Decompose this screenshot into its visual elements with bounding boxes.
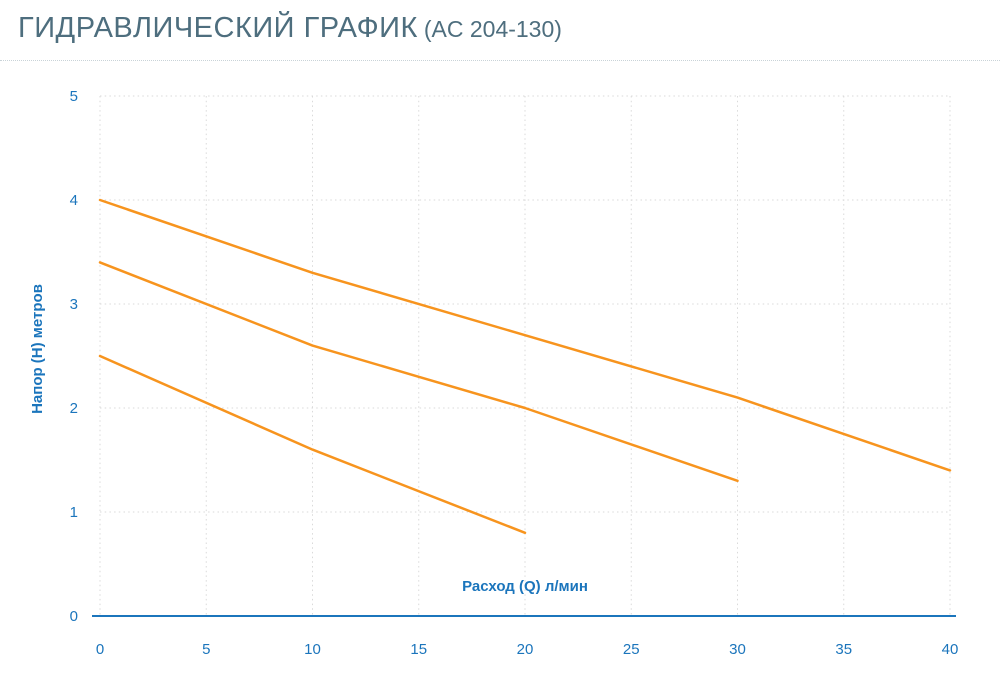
title-model: (AC 204-130): [423, 16, 562, 42]
y-tick-label: 5: [70, 88, 78, 105]
x-axis-label: Расход (Q) л/мин: [462, 578, 588, 595]
y-axis-label: Напор (H) метров: [29, 284, 46, 414]
y-tick-label: 3: [70, 296, 78, 313]
title-main: ГИДРАВЛИЧЕСКИЙ ГРАФИК: [18, 12, 418, 44]
y-tick-label: 4: [70, 192, 78, 209]
x-tick-label: 35: [835, 641, 852, 658]
x-tick-label: 20: [517, 641, 534, 658]
x-tick-label: 0: [96, 641, 104, 658]
x-tick-label: 15: [410, 641, 427, 658]
pump-curves: [98, 198, 952, 535]
pump-curve: [98, 261, 739, 483]
y-tick-label: 1: [70, 504, 78, 521]
hydraulic-chart: 0 5 10 15 20 25 30 35 40 0 1 2 3 4 5 Расход (Q) л/мин …: [0, 61, 1000, 686]
x-tick-label: 40: [942, 641, 959, 658]
tick-labels: 0 5 10 15 20 25 30 35 40 0 1 2 3 4 5: [70, 88, 959, 658]
chart-header: ГИДРАВЛИЧЕСКИЙ ГРАФИК (AC 204-130): [0, 0, 1000, 61]
x-tick-label: 25: [623, 641, 640, 658]
gridlines: [99, 95, 951, 616]
pump-curve: [98, 198, 952, 472]
x-tick-label: 30: [729, 641, 746, 658]
x-tick-label: 5: [202, 641, 210, 658]
page-title: ГИДРАВЛИЧЕСКИЙ ГРАФИК (AC 204-130): [18, 12, 1000, 45]
y-tick-label: 0: [70, 608, 78, 625]
pump-curve: [98, 354, 527, 535]
y-tick-label: 2: [70, 400, 78, 417]
x-tick-label: 10: [304, 641, 321, 658]
